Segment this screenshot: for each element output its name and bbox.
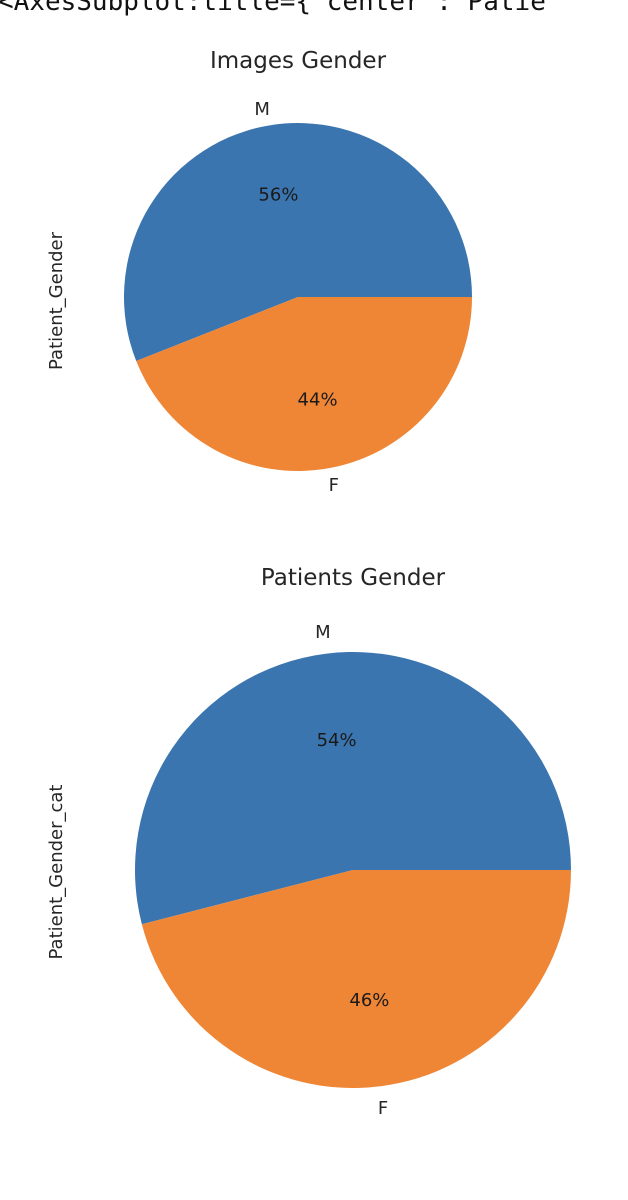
chart-title: Images Gender [210,48,387,74]
pie-slice-f [141,870,571,1088]
pie-slices: M 54% F 46% [134,622,571,1119]
pie-slice-f [136,297,473,471]
chart-title: Patients Gender [261,565,446,591]
pie-slices: M 56% F 44% [123,99,473,496]
pie-slice-m [123,123,472,362]
y-axis-label: Patient_Gender_cat [46,785,67,960]
slice-percent-label: 56% [258,184,298,205]
pie-chart-images-gender: Images Gender Patient_Gender M 56% F 44% [46,48,473,496]
slice-percent-label: 44% [298,390,338,411]
y-axis-label: Patient_Gender [46,231,67,370]
slice-percent-label: 54% [317,730,357,751]
pie-chart-patients-gender: Patients Gender Patient_Gender_cat M 54% F… [46,565,571,1119]
slice-category-label: M [254,99,270,120]
slice-category-label: F [378,1098,388,1119]
pie-slice-m [134,651,571,925]
slice-category-label: F [329,475,339,496]
slice-percent-label: 46% [349,990,389,1011]
code-output-line: <AxesSubplot:title={'center':'Patie [0,0,546,17]
slice-category-label: M [315,622,331,643]
